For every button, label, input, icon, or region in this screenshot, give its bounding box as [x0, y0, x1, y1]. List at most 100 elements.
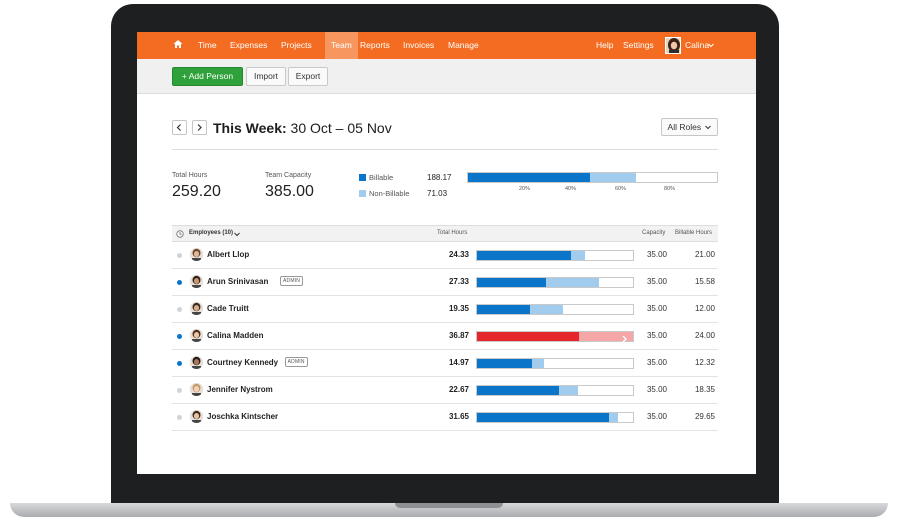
employee-total-hours: 31.65 — [448, 412, 469, 421]
table-row[interactable]: Arun Srinivasan ADMIN 27.33 35.00 15.58 — [172, 269, 718, 296]
total-hours-label: Total Hours — [172, 172, 208, 179]
employee-name[interactable]: Calina Madden — [207, 331, 264, 340]
status-dot — [177, 334, 182, 339]
employee-total-hours: 24.33 — [448, 250, 469, 259]
employee-name[interactable]: Joschka Kintscher — [207, 412, 279, 421]
employee-capacity: 35.00 — [646, 331, 667, 340]
table-row[interactable]: Calina Madden 36.87 35.00 24.00 — [172, 323, 718, 350]
nav-invoices[interactable]: Invoices — [403, 40, 435, 50]
employee-name[interactable]: Arun Srinivasan — [207, 277, 269, 286]
employee-capacity: 35.00 — [646, 358, 667, 367]
team-capacity-bar — [467, 172, 718, 183]
import-button[interactable]: Import — [246, 67, 286, 86]
nav-projects[interactable]: Projects — [281, 40, 312, 50]
capacity-tick-label: 40% — [565, 186, 577, 192]
employee-total-hours: 36.87 — [448, 331, 469, 340]
billable-segment — [477, 332, 579, 341]
nav-reports[interactable]: Reports — [360, 40, 390, 50]
chevron-right-icon — [197, 124, 202, 131]
chevron-down-icon[interactable] — [708, 43, 714, 48]
team-billable-segment — [468, 173, 590, 182]
app-screen: Time Expenses Projects Team Reports Invoices M… — [137, 32, 756, 474]
roles-dropdown-label: All Roles — [667, 122, 702, 132]
chevron-left-icon — [176, 124, 181, 131]
employee-name[interactable]: Cade Truitt — [207, 304, 249, 313]
employee-name[interactable]: Albert Llop — [207, 250, 250, 259]
employee-billable-hours: 24.00 — [694, 331, 715, 340]
nonbillable-segment — [531, 359, 544, 368]
employee-name[interactable]: Courtney Kennedy — [207, 358, 279, 367]
employee-billable-hours: 12.32 — [694, 358, 715, 367]
table-row[interactable]: Jennifer Nystrom 22.67 35.00 18.35 — [172, 377, 718, 404]
employee-capacity-bar — [476, 277, 634, 288]
nonbillable-legend-swatch — [359, 190, 366, 197]
employee-capacity-bar — [476, 385, 634, 396]
employee-name[interactable]: Jennifer Nystrom — [207, 385, 273, 394]
nav-expenses[interactable]: Expenses — [230, 40, 268, 50]
total-hours-column[interactable]: Total Hours — [437, 230, 468, 236]
employee-billable-hours: 12.00 — [694, 304, 715, 313]
nav-settings[interactable]: Settings — [623, 40, 654, 50]
status-dot — [177, 415, 182, 420]
nav-user-name[interactable]: Calina — [685, 40, 710, 50]
home-icon[interactable] — [173, 39, 183, 49]
avatar — [190, 275, 203, 288]
chevron-down-icon — [705, 125, 712, 130]
avatar — [190, 329, 203, 342]
user-avatar[interactable] — [665, 37, 681, 54]
employee-billable-hours: 21.00 — [694, 250, 715, 259]
employee-capacity-bar — [476, 304, 634, 315]
avatar — [190, 356, 203, 369]
admin-badge: ADMIN — [280, 276, 304, 286]
employees-filter[interactable]: Employees (10) — [189, 230, 234, 236]
roles-dropdown[interactable]: All Roles — [661, 118, 718, 136]
employee-total-hours: 27.33 — [448, 277, 469, 286]
nav-team[interactable]: Team — [325, 32, 358, 59]
table-row[interactable]: Cade Truitt 19.35 35.00 12.00 — [172, 296, 718, 323]
team-nonbillable-segment — [589, 173, 636, 182]
previous-week-button[interactable] — [172, 120, 187, 135]
laptop-notch — [395, 503, 503, 508]
employee-capacity-bar — [476, 412, 634, 423]
team-capacity-label: Team Capacity — [265, 172, 312, 179]
billable-segment — [477, 386, 559, 395]
status-dot — [177, 307, 182, 312]
billable-segment — [477, 278, 547, 287]
nonbillable-legend-label: Non-Billable — [369, 189, 410, 198]
nonbillable-segment — [609, 413, 619, 422]
billable-legend-swatch — [359, 174, 366, 181]
admin-badge: ADMIN — [284, 357, 308, 367]
laptop-base — [10, 503, 888, 517]
employee-billable-hours: 29.65 — [694, 412, 715, 421]
nav-manage[interactable]: Manage — [448, 40, 479, 50]
employee-total-hours: 14.97 — [448, 358, 469, 367]
next-week-button[interactable] — [192, 120, 207, 135]
chevron-down-icon[interactable] — [234, 232, 240, 237]
week-prefix: This Week: — [213, 120, 287, 136]
employee-capacity: 35.00 — [646, 250, 667, 259]
employee-total-hours: 22.67 — [448, 385, 469, 394]
nonbillable-hours-value: 71.03 — [427, 189, 448, 198]
capacity-tick-label: 20% — [519, 186, 531, 192]
employee-capacity: 35.00 — [646, 385, 667, 394]
table-row[interactable]: Joschka Kintscher 31.65 35.00 29.65 — [172, 404, 718, 431]
toolbar: + Add Person Import Export — [137, 59, 756, 94]
total-hours-value: 259.20 — [172, 183, 221, 200]
employee-capacity-bar — [476, 250, 634, 261]
export-button[interactable]: Export — [288, 67, 328, 86]
nonbillable-segment — [530, 305, 564, 314]
nav-time[interactable]: Time — [198, 40, 217, 50]
billable-segment — [477, 305, 531, 314]
nav-help[interactable]: Help — [596, 40, 614, 50]
week-range: 30 Oct – 05 Nov — [290, 120, 392, 136]
avatar — [190, 410, 203, 423]
employee-capacity: 35.00 — [646, 304, 667, 313]
add-person-button[interactable]: + Add Person — [172, 67, 243, 86]
status-dot — [177, 253, 182, 258]
table-row[interactable]: Courtney Kennedy ADMIN 14.97 35.00 12.32 — [172, 350, 718, 377]
nonbillable-segment — [546, 278, 599, 287]
table-row[interactable]: Albert Llop 24.33 35.00 21.00 — [172, 242, 718, 269]
billable-segment — [477, 359, 532, 368]
capacity-column[interactable]: Capacity — [642, 230, 666, 236]
billable-hours-column[interactable]: Billable Hours — [675, 230, 713, 236]
